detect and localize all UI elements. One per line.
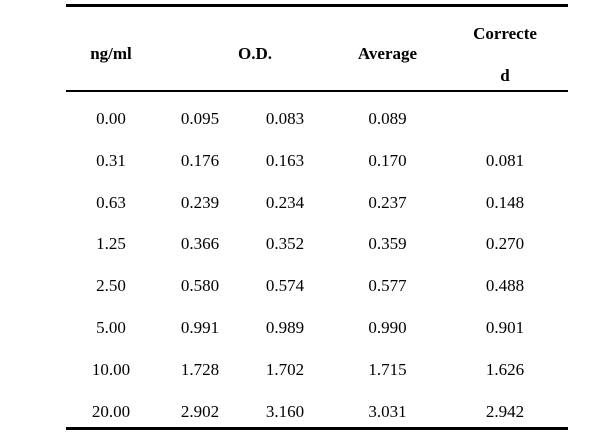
cell-corrected: 1.626 [485, 359, 525, 379]
cell-concentration: 0.31 [96, 150, 126, 170]
table-row: 0.63 0.239 0.234 0.237 0.148 [0, 188, 600, 218]
cell-concentration: 0.00 [96, 109, 126, 128]
cell-corrected: 0.081 [485, 150, 525, 170]
cell-od-2: 0.234 [265, 192, 305, 212]
header-corrected-line2: d [500, 66, 510, 85]
table-row: 1.25 0.366 0.352 0.359 0.270 [0, 229, 600, 259]
cell-od-1: 0.991 [180, 318, 220, 337]
table-row: 2.50 0.580 0.574 0.577 0.488 [0, 271, 600, 301]
table-row: 20.00 2.902 3.160 3.031 2.942 [0, 397, 600, 427]
cell-od-1: 0.366 [180, 234, 220, 254]
cell-od-1: 2.902 [180, 401, 220, 421]
cell-od-2: 1.702 [265, 359, 305, 379]
cell-od-2: 0.989 [265, 318, 305, 337]
header-average: Average [357, 44, 418, 63]
table-header-rule [66, 90, 568, 92]
table-row: 0.31 0.176 0.163 0.170 0.081 [0, 146, 600, 176]
table-row: 5.00 0.991 0.989 0.990 0.901 [0, 313, 600, 343]
cell-average: 0.089 [368, 109, 407, 128]
cell-corrected: 0.270 [485, 234, 525, 254]
cell-concentration: 5.00 [96, 318, 126, 337]
table-bottom-rule [66, 427, 568, 430]
cell-average: 0.237 [368, 192, 407, 212]
cell-od-2: 0.352 [265, 234, 305, 254]
cell-concentration: 20.00 [91, 401, 131, 421]
cell-corrected: 2.942 [485, 401, 525, 421]
table-top-rule [66, 4, 568, 7]
cell-od-1: 0.580 [180, 276, 220, 296]
cell-average: 0.170 [368, 150, 407, 170]
cell-concentration: 0.63 [96, 192, 126, 212]
cell-corrected: 0.488 [485, 276, 525, 296]
cell-od-2: 0.083 [265, 109, 305, 128]
cell-corrected: 0.901 [485, 318, 525, 337]
cell-concentration: 10.00 [91, 359, 131, 379]
cell-average: 3.031 [368, 401, 407, 421]
header-corrected-line1: Correcte [473, 24, 537, 43]
cell-corrected: 0.148 [485, 192, 525, 212]
cell-average: 0.990 [368, 318, 407, 337]
cell-average: 0.577 [368, 276, 407, 296]
cell-od-1: 1.728 [180, 359, 220, 379]
table-row: 10.00 1.728 1.702 1.715 1.626 [0, 355, 600, 385]
cell-od-2: 3.160 [265, 401, 305, 421]
table-row: 0.00 0.095 0.083 0.089 [0, 104, 600, 134]
cell-concentration: 1.25 [96, 234, 126, 254]
cell-od-1: 0.176 [180, 150, 220, 170]
header-od: O.D. [238, 44, 272, 63]
cell-od-1: 0.239 [180, 192, 220, 212]
cell-concentration: 2.50 [96, 276, 126, 296]
cell-od-1: 0.095 [180, 109, 220, 128]
cell-od-2: 0.574 [265, 276, 305, 296]
cell-od-2: 0.163 [265, 150, 305, 170]
cell-average: 1.715 [368, 359, 407, 379]
cell-average: 0.359 [368, 234, 407, 254]
header-concentration: ng/ml [90, 44, 132, 63]
